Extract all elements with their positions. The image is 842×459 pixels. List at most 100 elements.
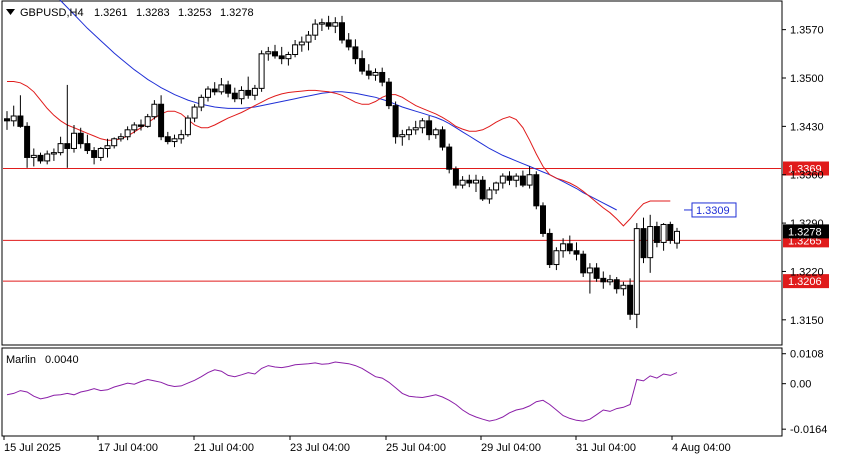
candle-bull <box>44 153 51 162</box>
level-tag <box>783 274 829 289</box>
time-tick-label: 31 Jul 04:00 <box>576 442 636 454</box>
osc-tick-label: 0.0108 <box>790 349 824 361</box>
close-value: 1.3278 <box>220 7 254 19</box>
candle-bear <box>566 243 573 252</box>
time-tick-label: 4 Aug 04:00 <box>672 442 731 454</box>
candle-bull <box>406 129 412 136</box>
symbol-label: GBPUSD,H4 <box>20 7 84 19</box>
candle-bull <box>560 243 567 252</box>
osc-tick-label: 0.00 <box>790 379 811 391</box>
candle-bear <box>4 118 10 122</box>
candle-bear <box>446 146 453 170</box>
candle-bull <box>647 226 654 259</box>
candle-bear <box>231 92 238 100</box>
time-tick-label: 29 Jul 04:00 <box>481 442 541 454</box>
candle-bear <box>653 226 660 243</box>
candle-bear <box>84 143 91 152</box>
candle-bear <box>379 71 386 83</box>
candle-bull <box>499 175 506 184</box>
level-tag-label: 1.3206 <box>788 276 822 288</box>
candle-bull <box>486 189 493 200</box>
candle-bull <box>205 88 211 98</box>
candle-bear <box>452 168 459 186</box>
candle-bull <box>50 152 57 155</box>
candle-bull <box>419 120 426 129</box>
candle-bull <box>71 132 77 149</box>
candle-bull <box>104 145 111 149</box>
candle-bull <box>620 284 627 290</box>
oscillator-value: 0.0040 <box>45 354 79 366</box>
dropdown-triangle-icon[interactable] <box>6 9 15 15</box>
candle-bear <box>667 223 674 241</box>
candle-bear <box>640 228 647 259</box>
candle-bull <box>178 134 185 140</box>
candle-bull <box>184 117 191 136</box>
candle-bull <box>292 44 299 56</box>
candle-bull <box>674 230 680 244</box>
high-value: 1.3283 <box>136 7 170 19</box>
candle-bear <box>365 70 372 76</box>
candle-bear <box>77 132 84 145</box>
candle-bull <box>298 41 305 46</box>
candle-bear <box>479 179 486 200</box>
candle-bull <box>151 103 158 118</box>
candle-bull <box>432 129 439 136</box>
low-value: 1.3253 <box>178 7 212 19</box>
candle-bull <box>218 84 225 93</box>
candle-bull <box>399 134 406 138</box>
candle-bull <box>372 71 379 76</box>
candle-bear <box>600 277 607 283</box>
candle-bear <box>245 89 252 96</box>
candle-bull <box>312 23 319 36</box>
price-tick-label: 1.3360 <box>790 170 824 182</box>
time-tick-label: 25 Jul 04:00 <box>386 442 446 454</box>
time-tick-label: 17 Jul 04:00 <box>98 442 158 454</box>
candle-bull <box>285 54 292 60</box>
level-tag-label: 1.3369 <box>788 164 822 176</box>
candle-bull <box>57 143 64 154</box>
candle-bear <box>37 154 44 162</box>
candle-bull <box>318 22 325 25</box>
candle-bear <box>278 55 285 60</box>
candle-bull <box>332 22 339 27</box>
candle-bull <box>111 138 118 147</box>
candle-bear <box>580 253 587 274</box>
candle-bear <box>272 51 278 57</box>
open-value: 1.3261 <box>94 7 128 19</box>
candle-bull <box>198 96 205 108</box>
candle-bull <box>633 228 640 315</box>
candle-bull <box>251 87 258 96</box>
time-tick-label: 23 Jul 04:00 <box>290 442 350 454</box>
candle-bear <box>352 46 359 60</box>
candle-bull <box>586 267 593 274</box>
candle-bear <box>385 81 392 107</box>
candle-bear <box>506 175 513 181</box>
candle-bull <box>553 250 560 266</box>
candle-bull <box>513 175 520 181</box>
candle-bear <box>24 125 31 158</box>
candle-bull <box>117 136 124 140</box>
oscillator <box>6 361 678 422</box>
oscillator-line <box>6 361 678 422</box>
level-tag <box>783 161 829 176</box>
candle-bull <box>10 115 17 122</box>
ma-blue-line <box>59 0 617 211</box>
time-tick-label: 15 Jul 2025 <box>4 442 61 454</box>
candle-bear <box>359 58 366 72</box>
price-tick-label: 1.3500 <box>790 73 824 85</box>
candle-bear <box>164 136 171 143</box>
candle-bear <box>339 22 345 41</box>
candle-bear <box>211 88 218 93</box>
candle-bull <box>131 124 138 131</box>
moving-averages: 1.3309 <box>7 0 737 227</box>
candle-bear <box>593 267 600 279</box>
candle-bull <box>660 223 667 243</box>
candle-bull <box>473 179 479 184</box>
candle-bull <box>493 182 500 191</box>
price-tick-label: 1.3150 <box>790 315 824 327</box>
candle-bull <box>607 279 613 283</box>
price-pane-border <box>1 0 783 346</box>
candle-bear <box>573 250 580 255</box>
